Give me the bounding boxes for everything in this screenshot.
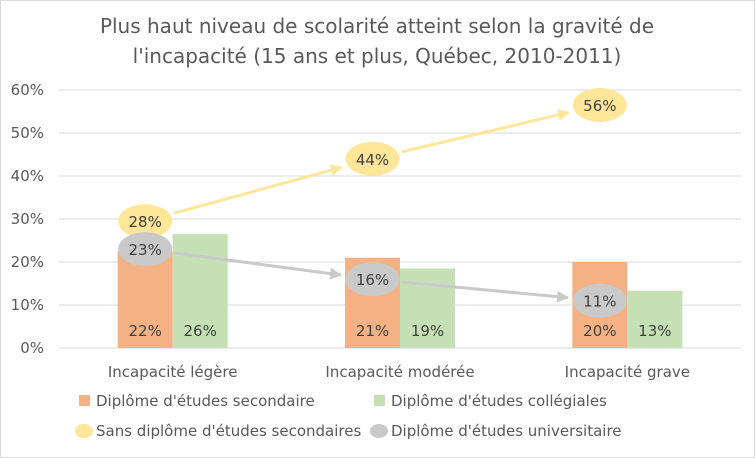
legend-label: Diplôme d'études secondaire [96, 392, 315, 410]
marker-universitaire [118, 232, 173, 267]
marker-sans-diplome [345, 141, 400, 176]
y-tick-label: 60% [11, 81, 44, 99]
y-tick-label: 40% [11, 167, 44, 185]
line-data-label: 44% [356, 151, 389, 169]
marker-sans-diplome [118, 204, 173, 239]
bar-data-label: 21% [356, 322, 389, 340]
legend-sans-diplome: Sans diplôme d'études secondaires [75, 422, 361, 440]
marker-universitaire [572, 283, 627, 318]
x-category-label: Incapacité grave [565, 363, 690, 381]
chart-title: Plus haut niveau de scolarité atteint se… [100, 14, 654, 68]
y-tick-label: 30% [11, 210, 44, 228]
line-data-label: 16% [356, 271, 389, 289]
y-tick-label: 50% [11, 124, 44, 142]
marker-sans-diplome [572, 88, 627, 123]
legend-label: Diplôme d'études universitaire [391, 422, 622, 440]
line-data-label: 11% [583, 293, 616, 311]
y-tick-label: 0% [20, 339, 44, 357]
line-segment [174, 251, 342, 280]
bar-data-label: 26% [183, 322, 216, 340]
y-tick-label: 20% [11, 253, 44, 271]
legend: Diplôme d'études secondaire Diplôme d'étu… [75, 392, 622, 440]
chart-title-line-2: l'incapacité (15 ans et plus, Québec, 20… [133, 44, 622, 68]
line-segment [173, 164, 343, 215]
y-tick-label: 10% [11, 296, 44, 314]
x-axis-category-labels: Incapacité légère Incapacité modérée Incap… [108, 363, 690, 381]
line-segment [402, 280, 570, 303]
bar-data-label: 20% [583, 322, 616, 340]
bar-data-label: 13% [638, 322, 671, 340]
chart-title-line-1: Plus haut niveau de scolarité atteint se… [100, 14, 654, 38]
legend-label: Sans diplôme d'études secondaires [96, 422, 361, 440]
bar-secondaire [117, 251, 173, 348]
line-segment [401, 109, 570, 154]
bar-data-label: 19% [411, 322, 444, 340]
legend-swatch [374, 395, 385, 406]
legend-universitaire: Diplôme d'études universitaire [370, 422, 622, 440]
legend-secondaire: Diplôme d'études secondaire [79, 392, 315, 410]
line-data-label: 23% [128, 241, 161, 259]
legend-swatch [370, 424, 388, 438]
line-data-label: 56% [583, 97, 616, 115]
bar-data-label: 22% [128, 322, 161, 340]
x-category-label: Incapacité légère [108, 363, 238, 381]
x-category-label: Incapacité modérée [325, 363, 474, 381]
legend-swatch [75, 424, 93, 438]
bar-collegiales [627, 290, 683, 348]
lines [173, 109, 570, 303]
line-data-label: 28% [128, 213, 161, 231]
marker-universitaire [345, 262, 400, 297]
y-axis-tick-labels: 0% 10% 20% 30% 40% 50% 60% [11, 81, 44, 357]
legend-swatch [79, 395, 90, 406]
legend-label: Diplôme d'études collégiales [391, 392, 607, 410]
legend-collegiales: Diplôme d'études collégiales [374, 392, 607, 410]
line-markers: 28% 44% 56% 23% 16% 11% [118, 88, 627, 318]
